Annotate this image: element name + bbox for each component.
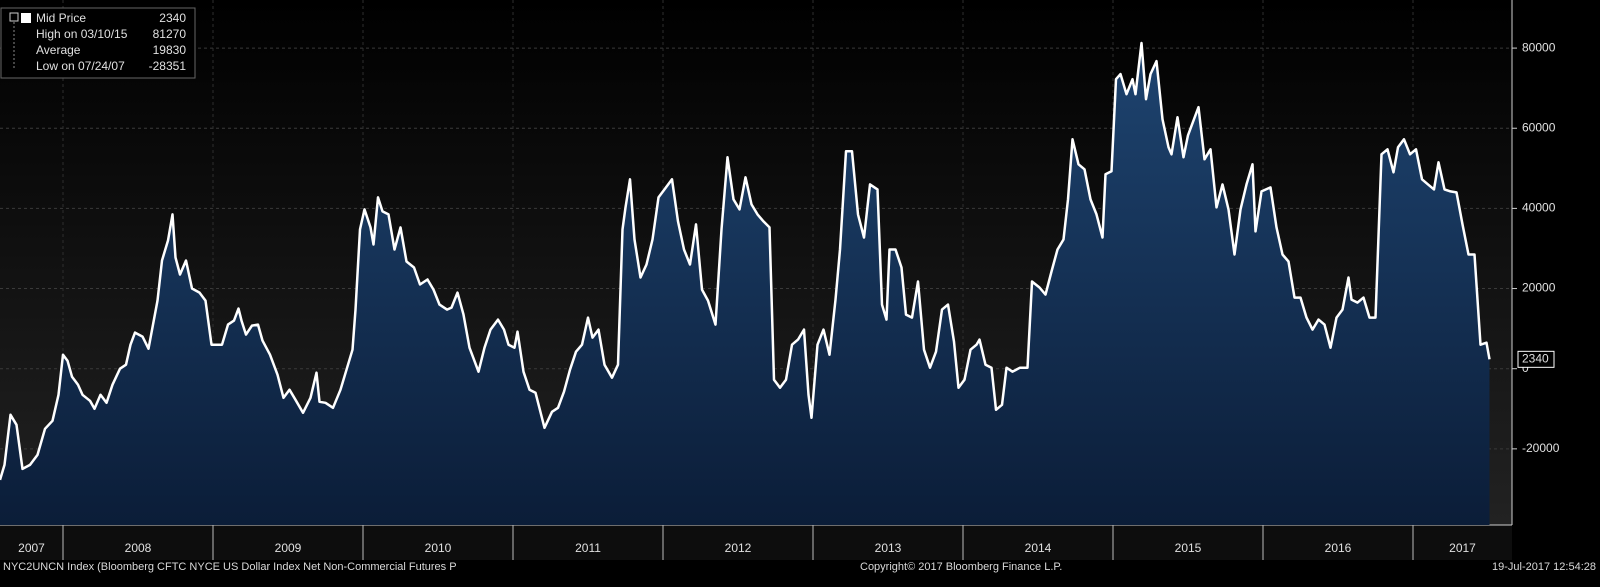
legend-value: 19830: [153, 43, 187, 57]
legend-label: Low on 07/24/07: [36, 59, 125, 73]
copyright: Copyright© 2017 Bloomberg Finance L.P.: [860, 561, 1062, 573]
x-tick-label: 2012: [725, 541, 752, 555]
legend-swatch: [21, 13, 31, 23]
x-tick-label: 2011: [575, 541, 601, 555]
legend-box: [0, 7, 196, 79]
y-tick-label: 0: [1522, 361, 1529, 375]
axes: -20000 0 20000 40000 60000 80000 2007 2008 2009 2…: [18, 40, 1560, 560]
x-tick-label: 2013: [875, 541, 902, 555]
last-value-label: 2340: [1522, 351, 1549, 365]
y-tick-label: 60000: [1522, 120, 1556, 134]
legend-label: High on 03/10/15: [36, 27, 128, 41]
y-tick-label: -20000: [1522, 441, 1560, 455]
y-tick-label: 40000: [1522, 201, 1556, 215]
plot: [0, 41, 1491, 525]
y-tick-label: 80000: [1522, 40, 1556, 54]
y-tick-label: 20000: [1522, 281, 1556, 295]
legend-value: 81270: [153, 27, 187, 41]
x-tick-label: 2016: [1325, 541, 1352, 555]
last-value-box: [1517, 350, 1555, 368]
timestamp: 19-Jul-2017 12:54:28: [1492, 561, 1596, 573]
source: NYC2UNCN Index (Bloomberg CFTC NYCE US D…: [3, 561, 457, 573]
x-tick-label: 2007: [18, 541, 45, 555]
x-tick-label: 2017: [1449, 541, 1476, 555]
legend-value: 2340: [159, 11, 186, 25]
legend-label: Mid Price: [36, 11, 86, 25]
legend-label: Average: [36, 43, 81, 57]
x-tick-label: 2009: [275, 541, 302, 555]
x-tick-label: 2008: [125, 541, 152, 555]
legend: Mid Price 2340 High on 03/10/15 81270 Av…: [0, 7, 196, 79]
line: [0, 41, 1491, 481]
legend-icon: [9, 12, 19, 22]
legend-value: -28351: [149, 59, 187, 73]
x-axis-band: [0, 525, 1512, 560]
area: [0, 43, 1490, 525]
x-tick-label: 2014: [1025, 541, 1052, 555]
x-tick-label: 2015: [1175, 541, 1202, 555]
footer: NYC2UNCN Index (Bloomberg CFTC NYCE US D…: [3, 561, 1596, 573]
x-tick-label: 2010: [425, 541, 452, 555]
